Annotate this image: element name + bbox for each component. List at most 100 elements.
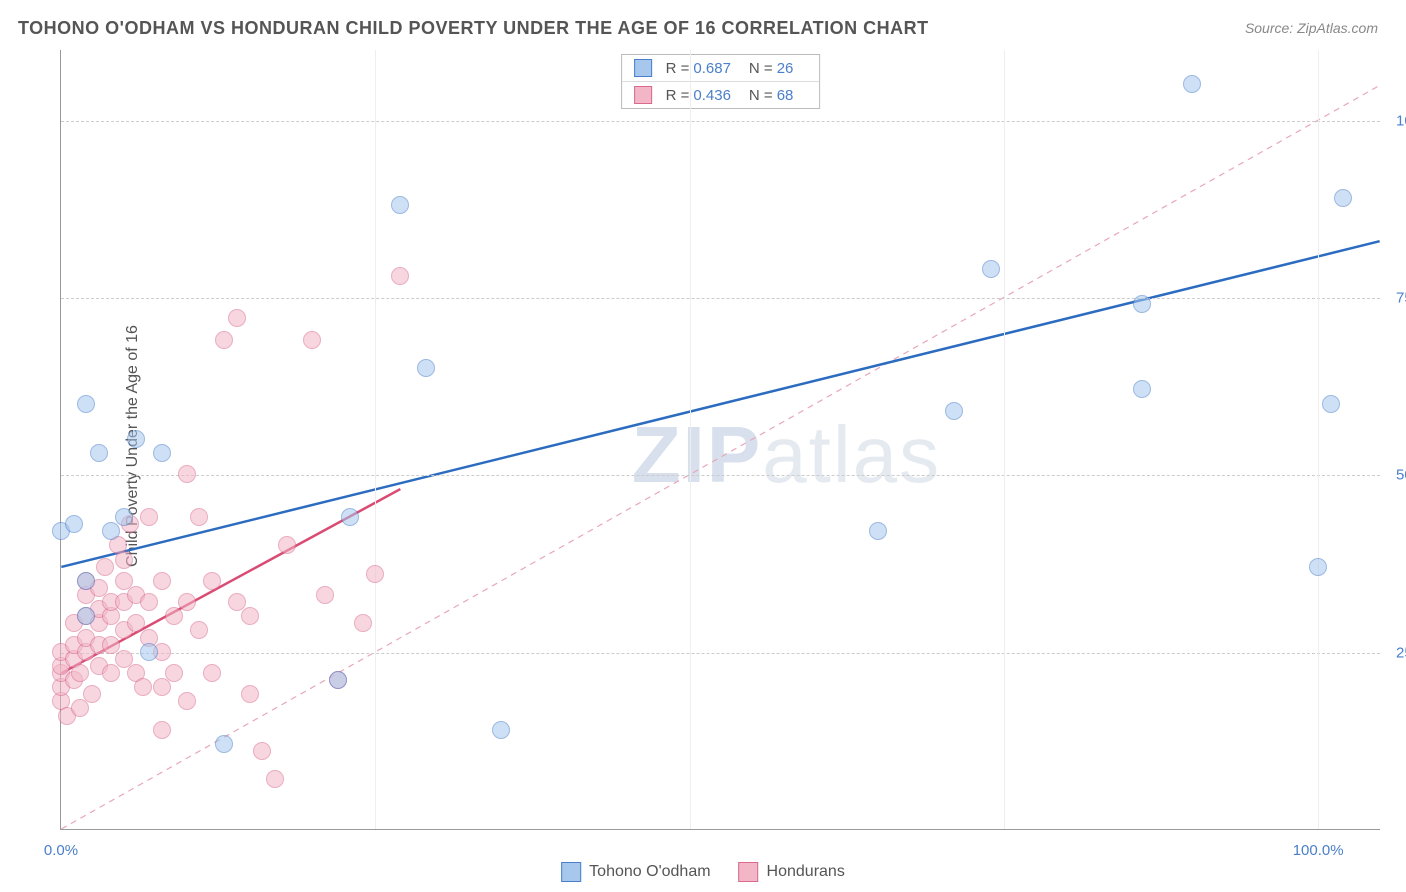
data-point (153, 572, 171, 590)
trend-lines-layer (61, 50, 1380, 829)
stats-n-label: N = (749, 60, 773, 77)
data-point (1133, 380, 1151, 398)
stats-n-value: 68 (777, 87, 794, 104)
legend-swatch-tohono (561, 862, 581, 882)
data-point (982, 260, 1000, 278)
stats-swatch (634, 86, 652, 104)
watermark: ZIPatlas (632, 409, 941, 501)
data-point (1322, 395, 1340, 413)
data-point (417, 359, 435, 377)
data-point (102, 664, 120, 682)
legend-swatch-hondurans (739, 862, 759, 882)
data-point (1183, 75, 1201, 93)
data-point (492, 721, 510, 739)
gridline-v (1318, 50, 1319, 829)
data-point (178, 692, 196, 710)
gridline-v (690, 50, 691, 829)
data-point (178, 465, 196, 483)
stats-row: R =0.436 N =68 (622, 82, 820, 108)
stats-row: R =0.687 N =26 (622, 55, 820, 82)
data-point (215, 331, 233, 349)
data-point (391, 267, 409, 285)
y-tick-label: 50.0% (1382, 467, 1406, 484)
data-point (96, 558, 114, 576)
data-point (71, 664, 89, 682)
data-point (190, 621, 208, 639)
data-point (215, 735, 233, 753)
data-point (140, 643, 158, 661)
chart-title: TOHONO O'ODHAM VS HONDURAN CHILD POVERTY… (18, 18, 929, 39)
data-point (241, 685, 259, 703)
stats-legend-box: R =0.687 N =26 R =0.436 N =68 (621, 54, 821, 109)
stats-r-label: R = (666, 60, 690, 77)
data-point (140, 508, 158, 526)
source-label: Source: (1245, 20, 1293, 36)
source-link[interactable]: ZipAtlas.com (1297, 20, 1378, 36)
gridline-h (61, 475, 1380, 476)
data-point (153, 721, 171, 739)
data-point (190, 508, 208, 526)
legend-item-tohono: Tohono O'odham (561, 862, 710, 882)
data-point (303, 331, 321, 349)
data-point (115, 551, 133, 569)
data-point (241, 607, 259, 625)
x-tick-label: 0.0% (44, 842, 78, 859)
source-credit: Source: ZipAtlas.com (1245, 20, 1378, 36)
data-point (329, 671, 347, 689)
data-point (341, 508, 359, 526)
gridline-h (61, 653, 1380, 654)
data-point (1334, 189, 1352, 207)
data-point (77, 395, 95, 413)
data-point (354, 614, 372, 632)
data-point (65, 515, 83, 533)
gridline-h (61, 298, 1380, 299)
data-point (140, 593, 158, 611)
watermark-a: ZIP (632, 410, 762, 499)
data-point (83, 685, 101, 703)
data-point (203, 572, 221, 590)
gridline-v (1004, 50, 1005, 829)
data-point (178, 593, 196, 611)
data-point (153, 678, 171, 696)
gridline-v (375, 50, 376, 829)
data-point (316, 586, 334, 604)
gridline-h (61, 121, 1380, 122)
stats-r-label: R = (666, 87, 690, 104)
legend-label-tohono: Tohono O'odham (589, 863, 710, 881)
y-tick-label: 75.0% (1382, 290, 1406, 307)
data-point (77, 607, 95, 625)
data-point (102, 522, 120, 540)
data-point (266, 770, 284, 788)
watermark-b: atlas (762, 410, 941, 499)
data-point (90, 444, 108, 462)
x-tick-label: 100.0% (1293, 842, 1344, 859)
data-point (869, 522, 887, 540)
data-point (77, 572, 95, 590)
data-point (134, 678, 152, 696)
data-point (366, 565, 384, 583)
data-point (127, 430, 145, 448)
data-point (391, 196, 409, 214)
data-point (153, 444, 171, 462)
y-tick-label: 25.0% (1382, 644, 1406, 661)
data-point (228, 309, 246, 327)
legend-label-hondurans: Hondurans (767, 863, 845, 881)
data-point (253, 742, 271, 760)
data-point (71, 699, 89, 717)
data-point (165, 664, 183, 682)
stats-n-label: N = (749, 87, 773, 104)
data-point (115, 508, 133, 526)
data-point (945, 402, 963, 420)
y-tick-label: 100.0% (1382, 112, 1406, 129)
scatter-plot-area: ZIPatlas R =0.687 N =26 R =0.436 N =68 2… (60, 50, 1380, 830)
series-legend: Tohono O'odham Hondurans (561, 862, 845, 882)
data-point (1309, 558, 1327, 576)
data-point (203, 664, 221, 682)
legend-item-hondurans: Hondurans (739, 862, 845, 882)
data-point (278, 536, 296, 554)
data-point (165, 607, 183, 625)
stats-n-value: 26 (777, 60, 794, 77)
stats-r-value: 0.436 (693, 87, 731, 104)
stats-r-value: 0.687 (693, 60, 731, 77)
stats-swatch (634, 59, 652, 77)
